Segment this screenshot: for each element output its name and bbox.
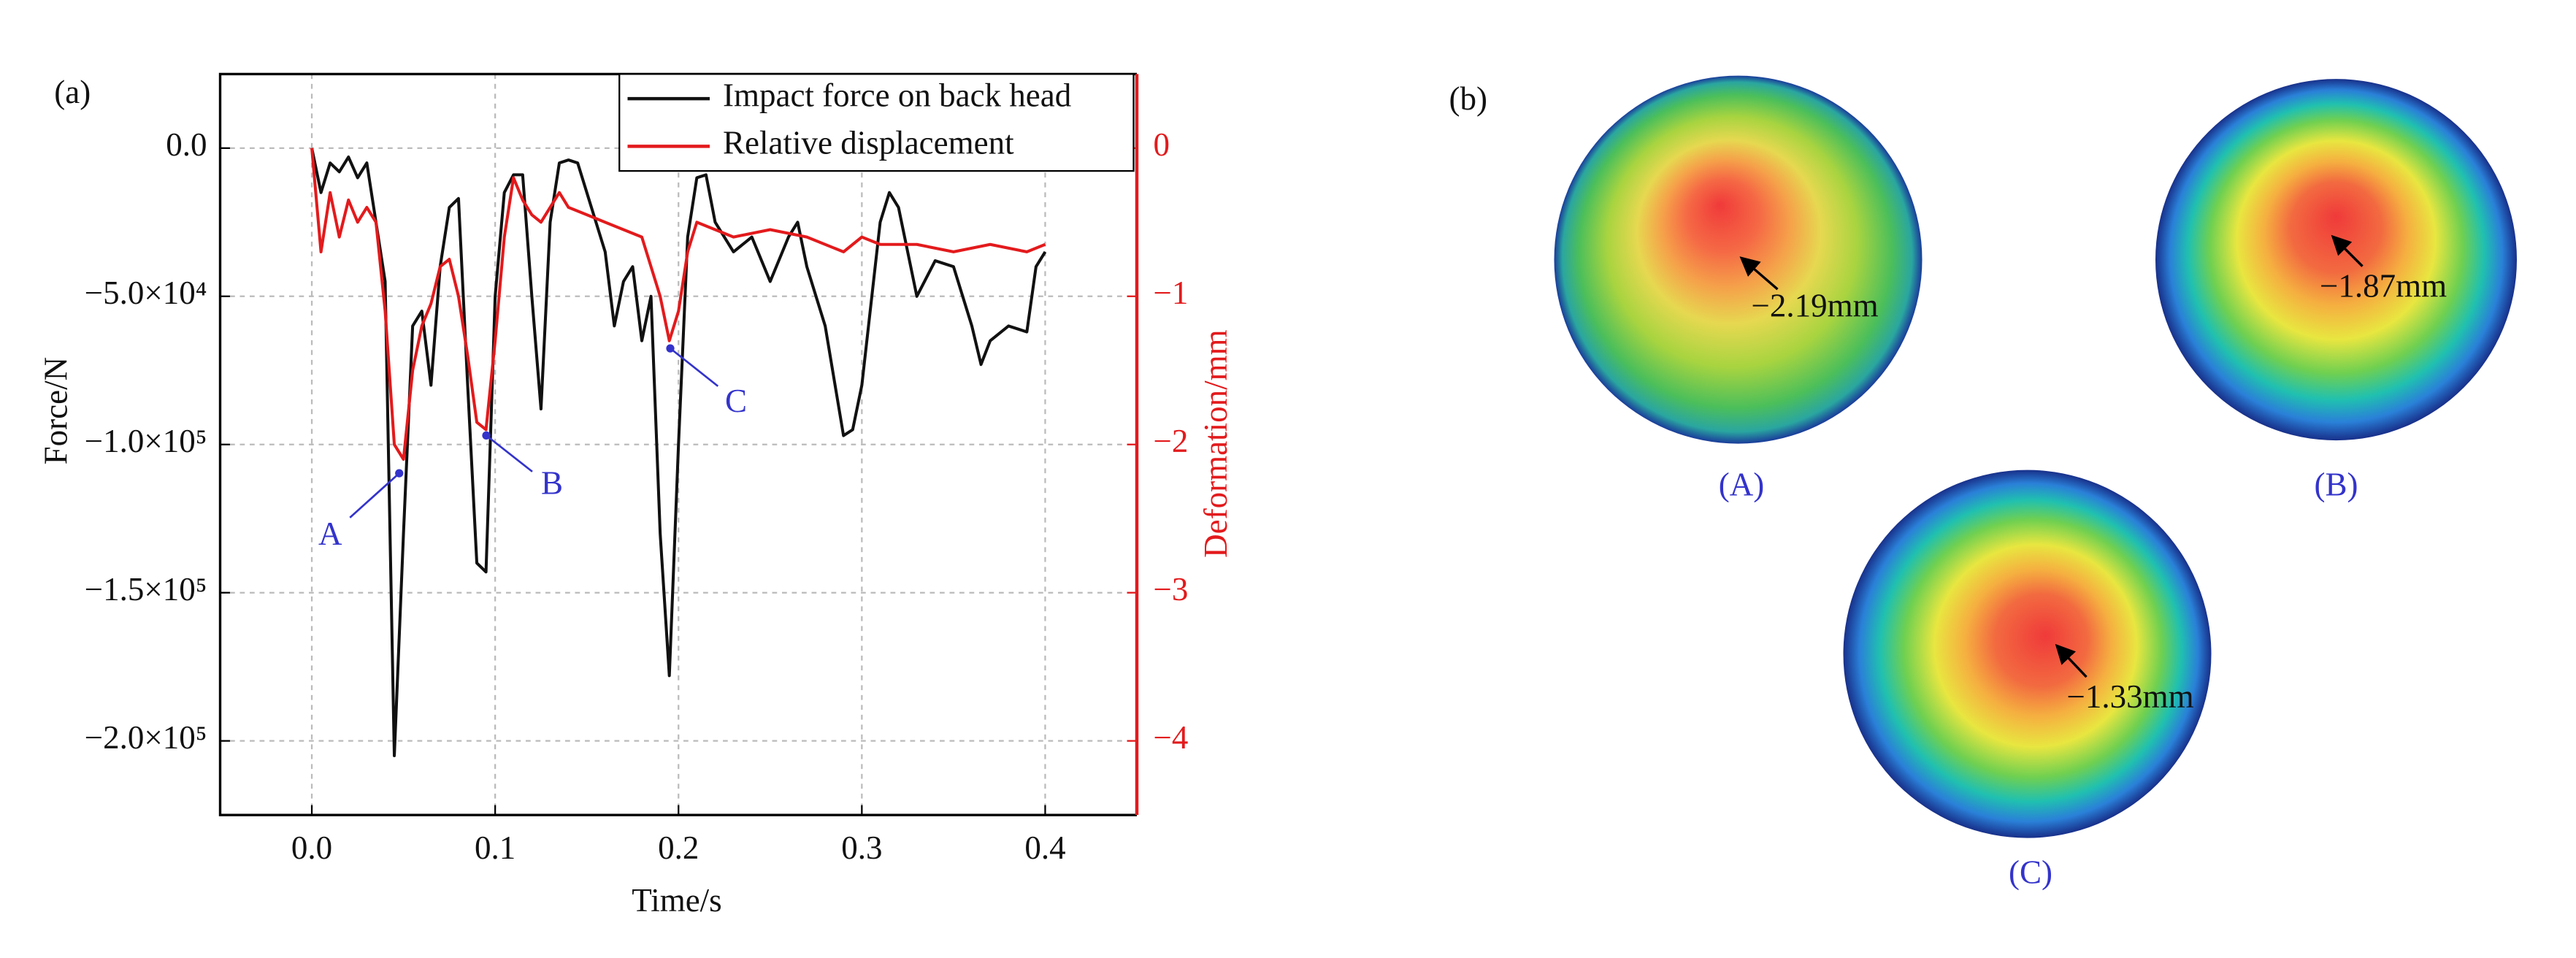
annotation-point [395, 469, 404, 478]
annotation-line [670, 348, 719, 387]
x-tick-label: 0.0 [291, 829, 332, 866]
value-label: −2.19mm [1752, 287, 1879, 323]
arrow [2055, 643, 2088, 678]
value-label: −1.87mm [2320, 267, 2447, 304]
caption: (C) [2009, 854, 2052, 891]
annotation: C [725, 383, 747, 419]
y-axis-label: Force/N [37, 357, 74, 464]
annotation-point [482, 431, 491, 440]
y2-tick-label: −4 [1154, 719, 1189, 756]
annotation-line [486, 434, 533, 472]
data-line [310, 147, 1046, 461]
x-tick-label: 0.4 [1024, 829, 1065, 866]
y2-tick-label: −2 [1154, 423, 1189, 459]
annotation: B [541, 464, 563, 501]
y-tick-label: −2.0×10⁵ [85, 719, 207, 756]
panel-label: (b) [1449, 80, 1487, 117]
x-axis-label: Time/s [632, 882, 721, 919]
panel-b: (b) −2.19mm −1.87mm −1.33mm (A) (B) (C) [1449, 75, 2517, 891]
data-line [310, 147, 1047, 757]
panel-label: (a) [54, 74, 91, 110]
caption: (A) [1719, 467, 1764, 503]
legend-label: Impact force on back head [723, 77, 1071, 113]
value-label: −1.33mm [2067, 678, 2194, 715]
y2-tick-label: 0 [1154, 126, 1170, 163]
annotation-line [349, 472, 400, 518]
y2-axis-label: Deformation/mm [1197, 329, 1234, 557]
x-tick-label: 0.2 [658, 829, 699, 866]
contour-image [1843, 470, 2212, 838]
legend-box [618, 73, 1135, 172]
legend-label: Relative displacement [723, 125, 1014, 161]
caption: (B) [2315, 467, 2358, 503]
y-tick-label: −1.0×10⁵ [85, 423, 207, 459]
y-tick-label: 0.0 [166, 126, 207, 163]
y2-tick-label: −1 [1154, 275, 1189, 311]
annotation-point [666, 344, 675, 353]
arrow [2331, 234, 2364, 267]
x-tick-label: 0.3 [841, 829, 882, 866]
y-tick-label: −1.5×10⁵ [85, 571, 207, 608]
contour-image [2155, 79, 2517, 441]
contour-image [1554, 75, 1923, 444]
x-tick-label: 0.1 [475, 829, 515, 866]
y-tick-label: −5.0×10⁴ [85, 275, 207, 311]
annotation: A [318, 516, 342, 552]
arrow [1739, 256, 1779, 291]
y2-tick-label: −3 [1154, 571, 1189, 608]
